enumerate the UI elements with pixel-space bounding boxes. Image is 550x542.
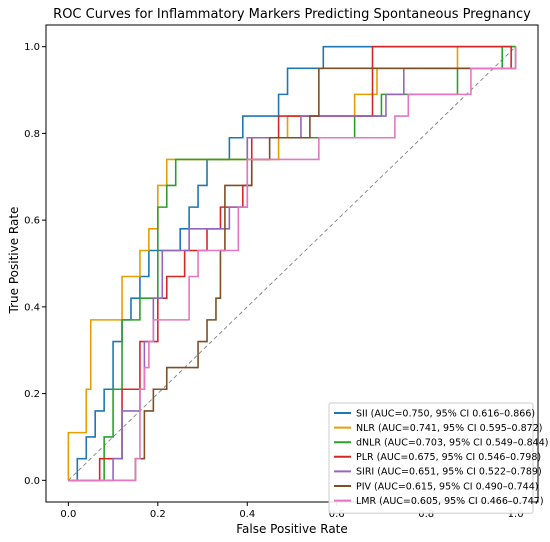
x-tick-label: 0.6: [329, 509, 345, 520]
roc-curves: [67, 45, 517, 482]
y-tick-label: 1.0: [24, 42, 40, 53]
y-tick-label: 0.0: [24, 476, 40, 487]
legend-entry: SIRI (AUC=0.651, 95% CI 0.522–0.789): [356, 467, 542, 478]
y-tick-label: 0.8: [24, 129, 40, 140]
y-tick-label: 0.6: [24, 216, 40, 227]
reference-diagonal: [68, 46, 516, 481]
legend: SII (AUC=0.750, 95% CI 0.616–0.866) NLR (…: [328, 402, 548, 514]
legend-entry: dNLR (AUC=0.703, 95% CI 0.549–0.844): [356, 438, 548, 449]
x-tick-label: 0.2: [150, 509, 166, 520]
x-axis-label: False Positive Rate: [236, 522, 348, 536]
plot-frame: [45, 24, 539, 503]
reference-line: [68, 46, 516, 481]
y-tick-label: 0.2: [24, 389, 40, 400]
chart-title: ROC Curves for Inflammatory Markers Pred…: [53, 7, 531, 22]
legend-entry: SII (AUC=0.750, 95% CI 0.616–0.866): [356, 408, 535, 419]
legend-entry: PIV (AUC=0.615, 95% CI 0.490–0.744): [356, 481, 538, 492]
axis-ticks: 0.0 0.2 0.4 0.6 0.8 1.0 0.0 0.2 0.4 0.6 0.8 1.0: [24, 42, 523, 520]
roc-curve-piv: [68, 46, 517, 482]
roc-curve-lmr: [68, 46, 517, 482]
legend-box: [328, 402, 534, 514]
roc-curve-nlr: [67, 45, 516, 481]
x-tick-label: 0.8: [418, 509, 434, 520]
roc-curve-siri: [68, 67, 516, 482]
legend-entry: NLR (AUC=0.741, 95% CI 0.595–0.872): [356, 423, 542, 434]
x-tick-label: 1.0: [508, 509, 524, 520]
x-tick-label: 0.0: [60, 509, 76, 520]
y-tick-label: 0.4: [24, 302, 40, 313]
y-axis-label: True Positive Rate: [7, 207, 21, 315]
legend-entry: LMR (AUC=0.605, 95% CI 0.466–0.747): [356, 496, 544, 507]
legend-entry: PLR (AUC=0.675, 95% CI 0.546–0.798): [356, 452, 541, 463]
x-tick-label: 0.4: [239, 509, 255, 520]
